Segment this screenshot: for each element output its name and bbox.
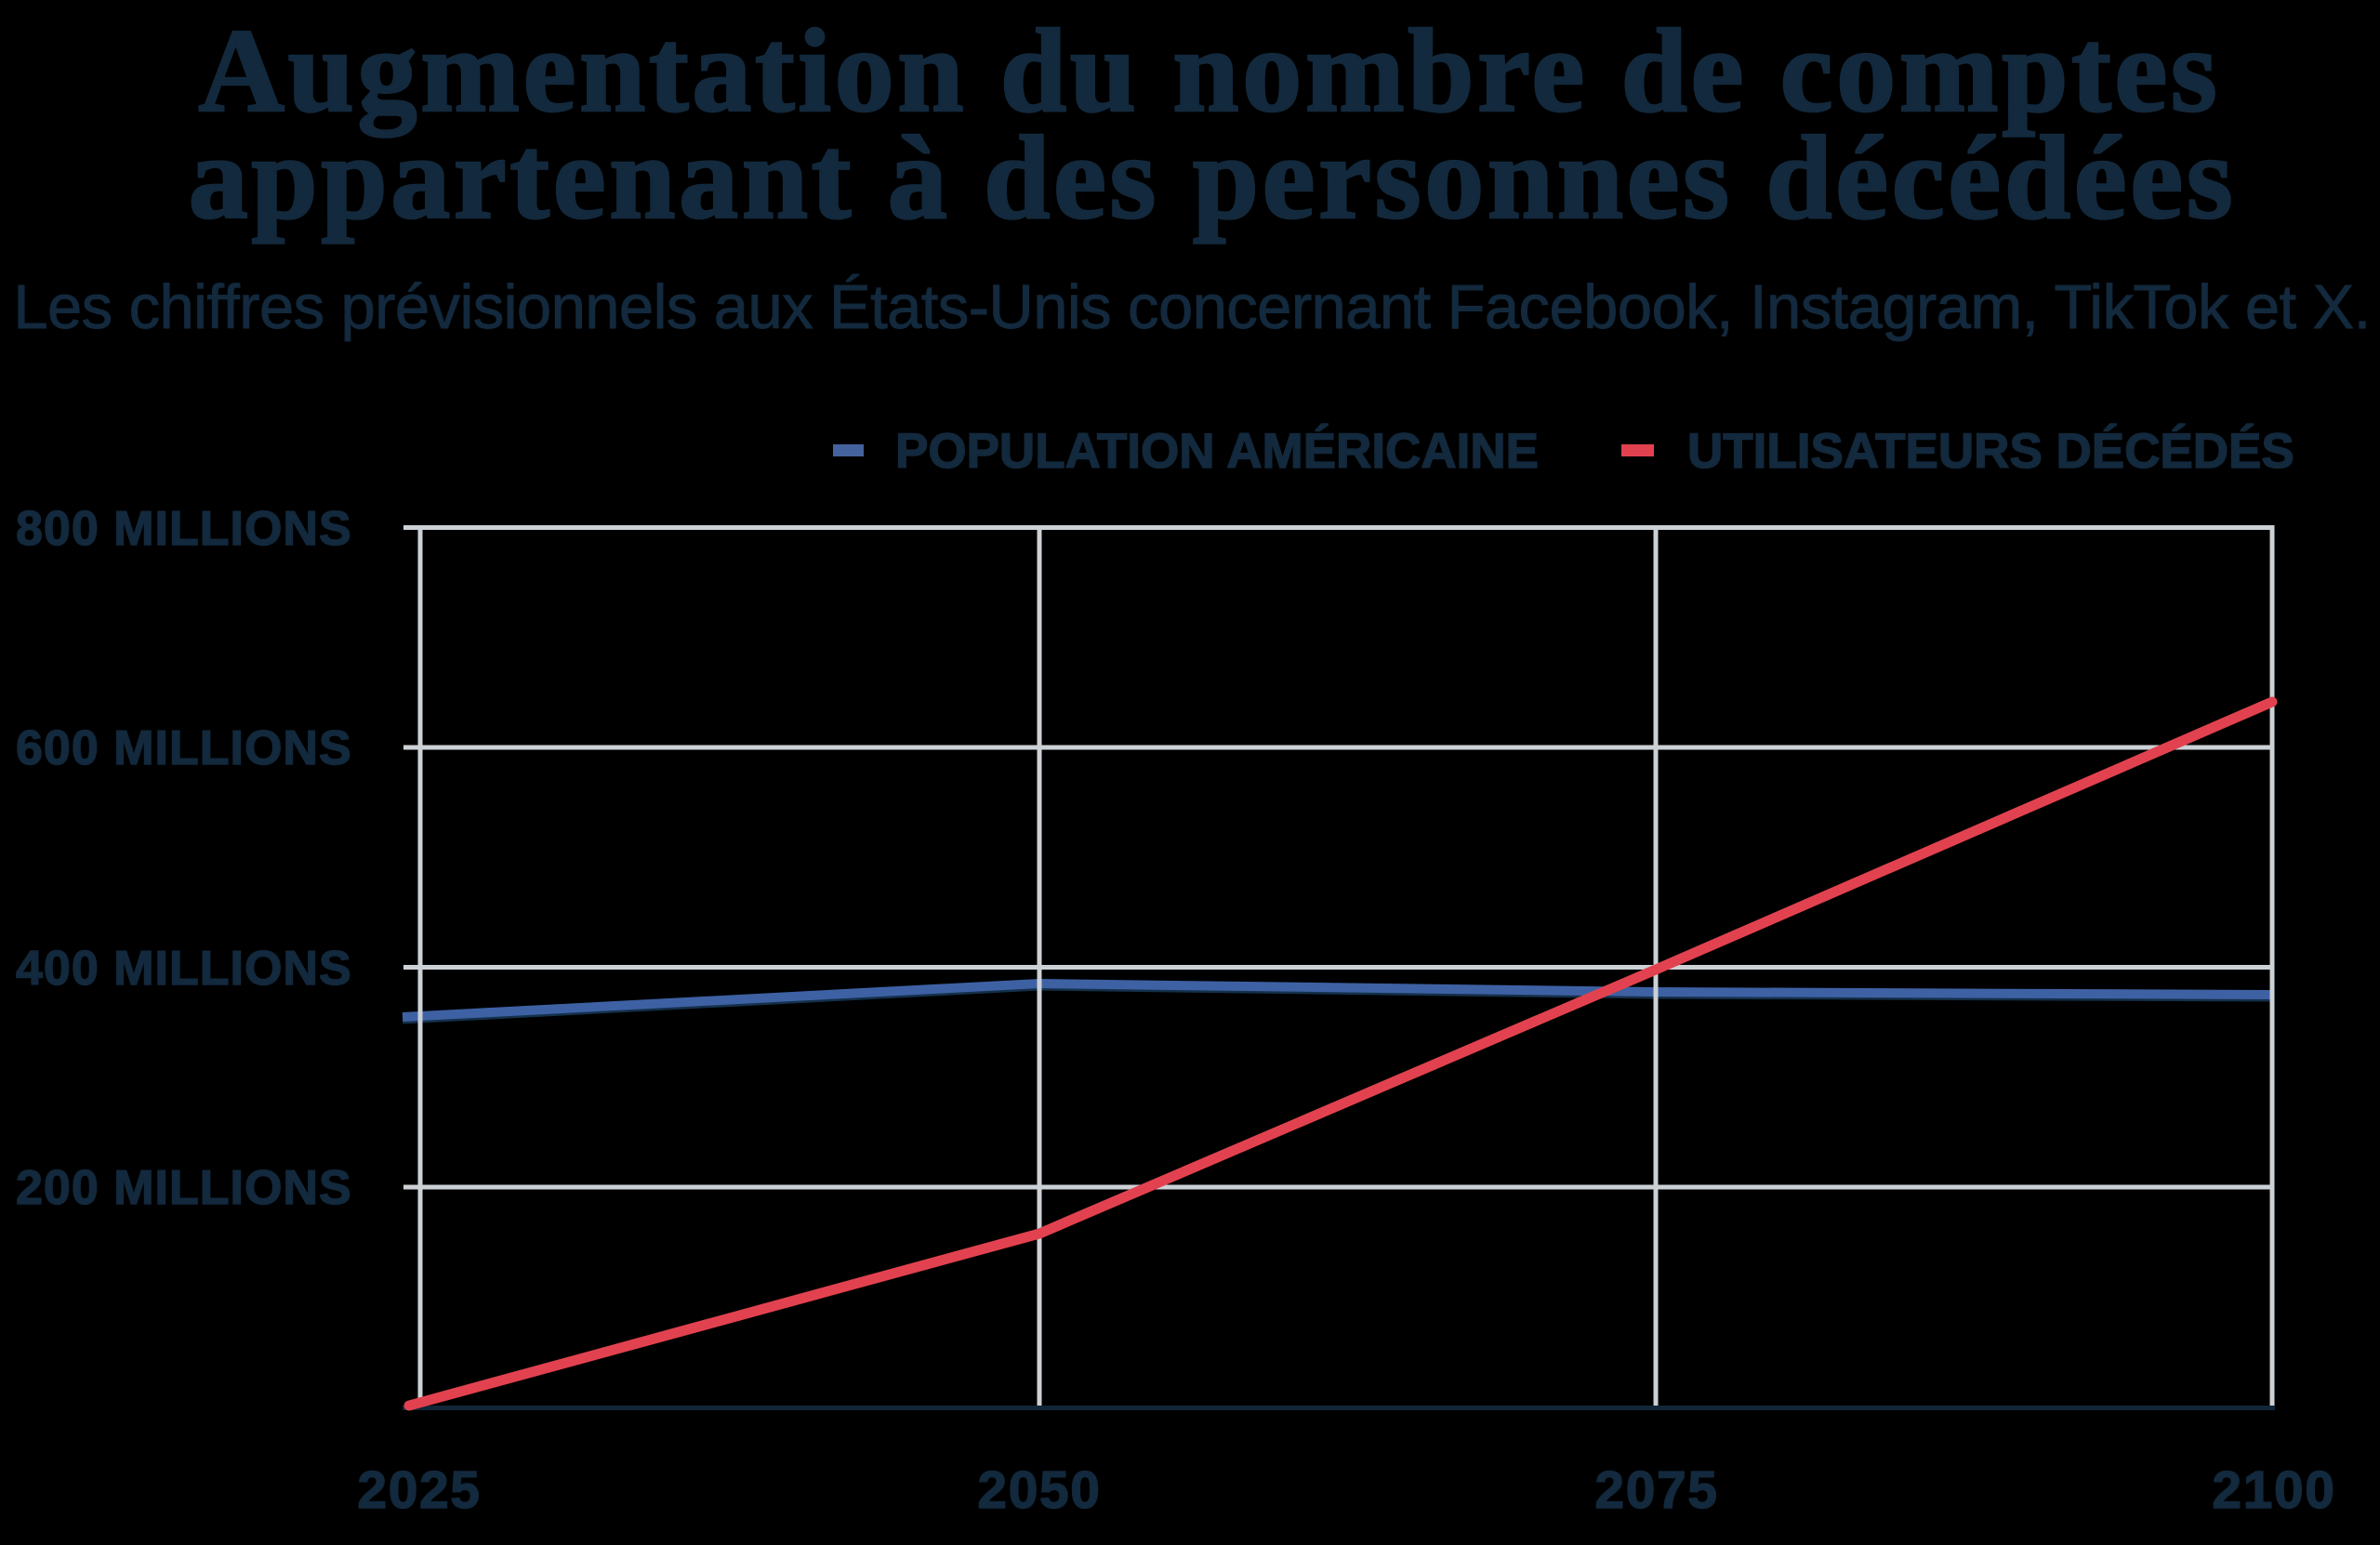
svg-text:200 MILLIONS: 200 MILLIONS <box>16 1161 352 1215</box>
svg-text:POPULATION AMÉRICAINE: POPULATION AMÉRICAINE <box>895 423 1539 479</box>
svg-text:600 MILLIONS: 600 MILLIONS <box>16 721 352 775</box>
svg-text:2025: 2025 <box>357 1460 481 1520</box>
svg-text:2100: 2100 <box>2212 1460 2335 1520</box>
svg-text:UTILISATEURS DÉCÉDÉS: UTILISATEURS DÉCÉDÉS <box>1687 423 2294 479</box>
svg-text:Augmentation du nombre de comp: Augmentation du nombre de comptes <box>199 5 2221 137</box>
svg-text:800 MILLIONS: 800 MILLIONS <box>16 502 352 556</box>
svg-text:appartenant à des personnes dé: appartenant à des personnes décédées <box>189 112 2237 244</box>
svg-text:2075: 2075 <box>1594 1460 1718 1520</box>
svg-text:Les chiffres prévisionnels aux: Les chiffres prévisionnels aux États-Uni… <box>13 272 2370 342</box>
svg-text:400 MILLIONS: 400 MILLIONS <box>16 942 352 996</box>
svg-text:2050: 2050 <box>977 1460 1101 1520</box>
